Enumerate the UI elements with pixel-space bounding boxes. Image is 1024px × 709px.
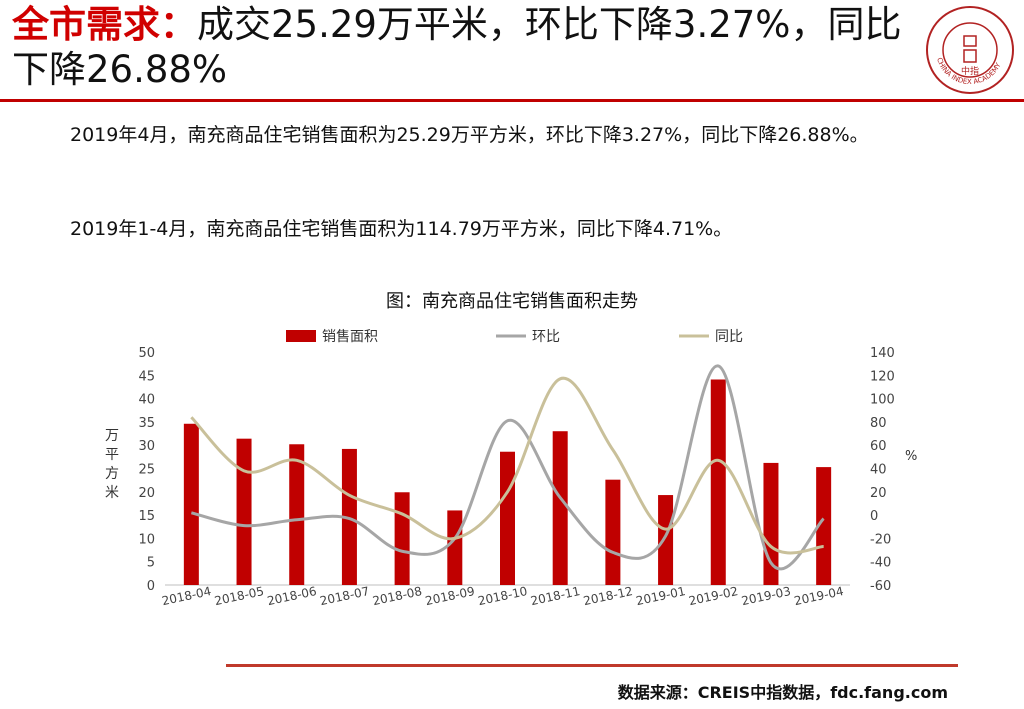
x-tick-label: 2018-11	[529, 584, 581, 608]
y-tick-label: 20	[138, 486, 155, 501]
y2-tick-label: 40	[870, 463, 887, 478]
paragraph-monthly: 2019年4月，南充商品住宅销售面积为25.29万平方米，环比下降3.27%，同…	[70, 124, 869, 146]
x-tick-label: 2018-09	[424, 584, 476, 608]
footer-divider	[226, 664, 958, 667]
y2-tick-label: -40	[870, 556, 891, 571]
y-tick-label: 35	[138, 416, 155, 431]
y-tick-label: 0	[147, 579, 155, 594]
page-title: 全市需求：成交25.29万平米，环比下降3.27%，同比下降26.88%	[12, 2, 912, 92]
y-tick-label: 45	[138, 369, 155, 384]
line-series-tb	[190, 376, 824, 555]
y2-tick-label: 140	[870, 346, 895, 361]
y-tick-label: 40	[138, 393, 155, 408]
bar-2019-04	[816, 467, 832, 585]
title-divider	[0, 99, 1024, 102]
y2-tick-label: 100	[870, 393, 895, 408]
bar-2018-10	[500, 451, 515, 585]
legend-label: 销售面积	[322, 329, 378, 345]
y-tick-label: 10	[138, 532, 155, 547]
x-tick-label: 2018-10	[477, 584, 529, 608]
title-rest: 成交25.29万平米，环比下降3.27%，同比下降26.88%	[12, 3, 902, 91]
logo-mark-text: 中指	[961, 65, 979, 77]
y2-tick-label: -60	[870, 579, 891, 594]
y-tick-label: 25	[138, 463, 155, 478]
bar-2018-05	[236, 438, 252, 585]
bar-2018-11	[552, 431, 568, 585]
bar-2019-02	[710, 379, 726, 585]
chart-caption: 图：南充商品住宅销售面积走势	[386, 291, 638, 312]
x-tick-label: 2019-02	[687, 584, 739, 608]
y2-tick-label: 80	[870, 416, 887, 431]
x-tick-label: 2018-05	[213, 584, 265, 608]
y2-tick-label: 120	[870, 369, 895, 384]
x-tick-label: 2019-01	[635, 584, 687, 608]
bar-2018-08	[394, 492, 410, 585]
x-tick-label: 2018-08	[371, 584, 423, 608]
y2-tick-label: 60	[870, 439, 887, 454]
legend-label: 环比	[532, 329, 560, 345]
x-tick-label: 2018-12	[582, 584, 634, 608]
data-source: 数据来源：CREIS中指数据，fdc.fang.com	[617, 683, 948, 702]
y-tick-label: 50	[138, 346, 155, 361]
bar-2018-07	[341, 448, 357, 585]
x-tick-label: 2019-04	[793, 584, 845, 608]
x-tick-label: 2018-04	[161, 584, 213, 608]
bar-2018-09	[447, 510, 463, 585]
y2-tick-label: 0	[870, 509, 878, 524]
sales-area-chart: 0 5 10 15 20 25 30 35 40 45 50 -60 -40 -20 0 20 40 60 80 10…	[138, 329, 917, 608]
y-axis-title: 万平方米	[105, 428, 119, 501]
legend-swatch	[286, 330, 316, 342]
bar-2018-06	[289, 444, 305, 585]
x-tick-label: 2019-03	[740, 584, 792, 608]
y-tick-label: 30	[138, 439, 155, 454]
bar-2019-01	[658, 495, 674, 585]
bar-2018-04	[183, 423, 199, 585]
y2-axis-title: %	[905, 449, 917, 464]
academy-logo: 中指 CHINA INDEX ACADEMY	[926, 6, 1014, 94]
title-highlight: 全市需求：	[12, 3, 197, 46]
x-tick-label: 2018-06	[266, 584, 318, 608]
y2-tick-label: -20	[870, 532, 891, 547]
y-tick-label: 5	[147, 556, 155, 571]
x-tick-label: 2018-07	[319, 584, 371, 608]
line-series-hb	[190, 364, 825, 571]
paragraph-ytd: 2019年1-4月，南充商品住宅销售面积为114.79万平方米，同比下降4.71…	[70, 218, 733, 240]
y2-tick-label: 20	[870, 486, 887, 501]
bar-2018-12	[605, 479, 621, 585]
legend-label: 同比	[715, 329, 743, 345]
y-tick-label: 15	[138, 509, 155, 524]
